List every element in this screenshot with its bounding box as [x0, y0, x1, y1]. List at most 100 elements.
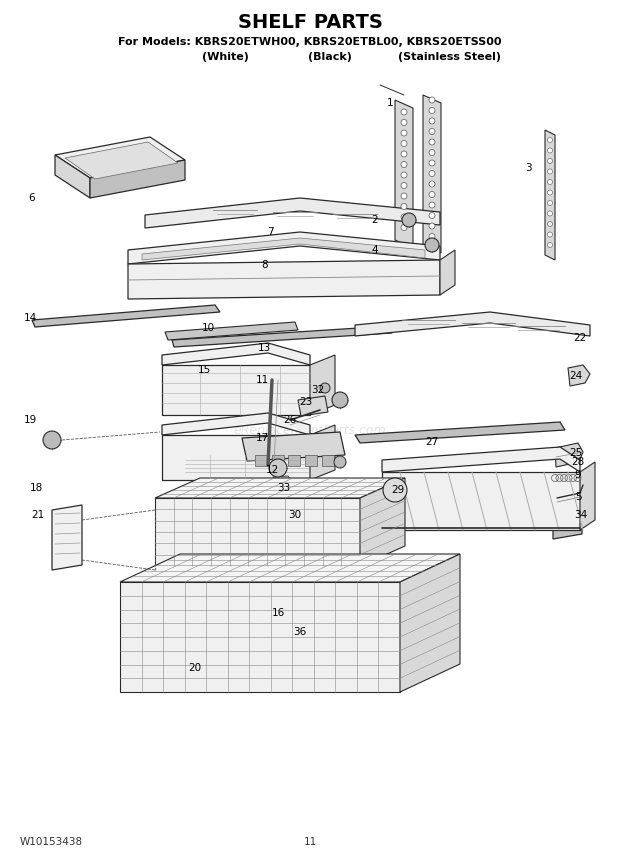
Polygon shape	[162, 435, 310, 480]
Polygon shape	[52, 505, 82, 570]
Polygon shape	[228, 503, 378, 519]
Circle shape	[429, 150, 435, 156]
Polygon shape	[395, 100, 413, 248]
Text: 25: 25	[569, 448, 583, 458]
Text: 12: 12	[265, 465, 278, 475]
Text: 22: 22	[574, 333, 587, 343]
Text: 17: 17	[255, 433, 268, 443]
Polygon shape	[580, 462, 595, 530]
Polygon shape	[242, 432, 345, 461]
Text: 29: 29	[391, 485, 405, 495]
Circle shape	[547, 190, 552, 195]
Circle shape	[43, 431, 61, 449]
Text: 23: 23	[299, 397, 312, 407]
Polygon shape	[400, 554, 460, 692]
Polygon shape	[200, 584, 432, 607]
Text: 11: 11	[255, 375, 268, 385]
Text: 30: 30	[288, 510, 301, 520]
Circle shape	[401, 224, 407, 230]
Circle shape	[429, 108, 435, 114]
Text: 34: 34	[574, 510, 588, 520]
Polygon shape	[383, 490, 407, 508]
Polygon shape	[200, 593, 432, 634]
Polygon shape	[310, 355, 335, 415]
Polygon shape	[165, 322, 298, 340]
Polygon shape	[270, 590, 380, 604]
Polygon shape	[128, 232, 440, 264]
Text: 15: 15	[197, 365, 211, 375]
Polygon shape	[155, 498, 360, 566]
Circle shape	[401, 204, 407, 210]
Circle shape	[547, 200, 552, 205]
Circle shape	[429, 97, 435, 103]
Circle shape	[429, 170, 435, 176]
Text: 10: 10	[202, 323, 215, 333]
Text: 36: 36	[293, 627, 307, 637]
Circle shape	[547, 211, 552, 216]
Text: 26: 26	[283, 415, 296, 425]
Circle shape	[429, 128, 435, 134]
Polygon shape	[172, 326, 392, 347]
Text: (Stainless Steel): (Stainless Steel)	[399, 52, 502, 62]
Text: 24: 24	[569, 371, 583, 381]
Polygon shape	[32, 305, 220, 327]
Text: 32: 32	[311, 385, 325, 395]
Circle shape	[547, 138, 552, 142]
Polygon shape	[275, 479, 290, 499]
Polygon shape	[290, 626, 318, 640]
Circle shape	[547, 180, 552, 185]
Polygon shape	[55, 155, 90, 198]
Text: 9: 9	[575, 470, 582, 480]
Circle shape	[429, 192, 435, 198]
Circle shape	[547, 242, 552, 247]
Circle shape	[429, 234, 435, 240]
Circle shape	[547, 158, 552, 163]
Polygon shape	[120, 582, 400, 692]
Circle shape	[334, 456, 346, 468]
Text: 7: 7	[267, 227, 273, 237]
Circle shape	[401, 214, 407, 220]
Circle shape	[429, 181, 435, 187]
Circle shape	[332, 392, 348, 408]
Circle shape	[401, 182, 407, 188]
Polygon shape	[298, 396, 328, 416]
Polygon shape	[155, 478, 405, 498]
Circle shape	[429, 139, 435, 145]
Circle shape	[547, 222, 552, 227]
Polygon shape	[162, 343, 310, 365]
Polygon shape	[440, 250, 455, 295]
Circle shape	[425, 238, 439, 252]
Polygon shape	[355, 422, 565, 443]
Circle shape	[401, 109, 407, 115]
Polygon shape	[360, 478, 405, 566]
Circle shape	[429, 118, 435, 124]
Polygon shape	[355, 312, 590, 336]
Polygon shape	[555, 443, 583, 467]
Text: 19: 19	[24, 415, 37, 425]
Polygon shape	[65, 142, 178, 179]
Polygon shape	[162, 365, 310, 415]
Text: 11: 11	[303, 837, 317, 847]
Polygon shape	[423, 95, 441, 253]
Circle shape	[401, 120, 407, 126]
Text: 2: 2	[371, 215, 378, 225]
Text: 13: 13	[257, 343, 270, 353]
Text: 27: 27	[425, 437, 438, 447]
Text: 3: 3	[525, 163, 531, 173]
Polygon shape	[568, 365, 590, 386]
Polygon shape	[162, 413, 310, 435]
Circle shape	[401, 140, 407, 146]
Text: 33: 33	[277, 483, 291, 493]
Circle shape	[429, 202, 435, 208]
Polygon shape	[310, 425, 335, 480]
Text: 6: 6	[29, 193, 35, 203]
Text: 18: 18	[29, 483, 43, 493]
Polygon shape	[555, 505, 583, 521]
Text: 5: 5	[576, 492, 582, 502]
Text: 16: 16	[272, 608, 285, 618]
Circle shape	[320, 383, 330, 393]
Polygon shape	[255, 455, 267, 466]
Circle shape	[547, 148, 552, 153]
Circle shape	[269, 459, 287, 477]
Text: SHELF PARTS: SHELF PARTS	[237, 13, 383, 32]
